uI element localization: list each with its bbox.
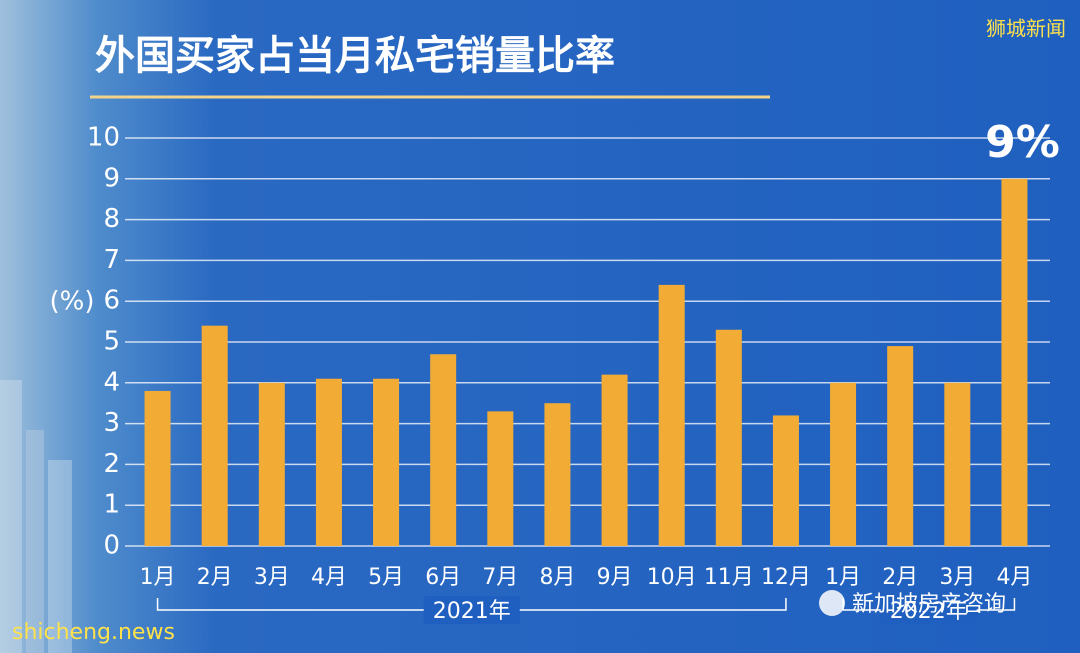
y-tick-label: 7 bbox=[103, 245, 120, 275]
bar bbox=[258, 382, 285, 546]
bar bbox=[1001, 178, 1028, 547]
watermark: shicheng.news bbox=[12, 620, 175, 645]
bar bbox=[487, 411, 514, 546]
x-tick-label: 1月 bbox=[825, 565, 861, 590]
y-tick-label: 5 bbox=[103, 327, 120, 357]
x-tick-label: 11月 bbox=[704, 565, 754, 590]
chart-title: 外国买家占当月私宅销量比率 bbox=[95, 33, 615, 79]
bar bbox=[772, 415, 799, 546]
bar bbox=[544, 403, 571, 546]
bar bbox=[658, 284, 685, 546]
x-tick-label: 3月 bbox=[254, 565, 290, 590]
bar bbox=[201, 325, 228, 546]
y-tick-label: 9 bbox=[103, 163, 120, 193]
bar bbox=[373, 378, 400, 546]
x-tick-label: 8月 bbox=[539, 565, 575, 590]
y-tick-label: 0 bbox=[103, 531, 120, 561]
bar bbox=[315, 378, 342, 546]
group-label-bg bbox=[423, 596, 520, 624]
bar bbox=[830, 382, 857, 546]
x-tick-label: 12月 bbox=[761, 565, 811, 590]
y-tick-label: 10 bbox=[87, 123, 120, 153]
y-axis-label: (%) bbox=[50, 287, 95, 317]
x-tick-label: 4月 bbox=[311, 565, 347, 590]
watermark: 狮城新闻 bbox=[986, 17, 1066, 41]
y-tick-label: 8 bbox=[103, 204, 120, 234]
group-label: 2021年 bbox=[433, 599, 511, 624]
wechat-icon bbox=[819, 590, 845, 616]
y-tick-label: 1 bbox=[103, 490, 120, 520]
watermark: 新加坡房产咨询 bbox=[852, 592, 1006, 617]
city-silhouette bbox=[0, 380, 72, 653]
y-tick-label: 6 bbox=[103, 286, 120, 316]
x-tick-label: 5月 bbox=[368, 565, 404, 590]
x-tick-label: 7月 bbox=[482, 565, 518, 590]
x-tick-label: 10月 bbox=[647, 565, 697, 590]
x-tick-label: 3月 bbox=[939, 565, 975, 590]
value-label: 9% bbox=[985, 117, 1060, 168]
x-tick-label: 9月 bbox=[597, 565, 633, 590]
bar bbox=[430, 354, 457, 546]
bar bbox=[144, 390, 171, 546]
x-tick-label: 6月 bbox=[425, 565, 461, 590]
group-label: 2022年 bbox=[890, 599, 968, 624]
bar bbox=[715, 329, 742, 546]
x-tick-label: 2月 bbox=[197, 565, 233, 590]
group-label-bg bbox=[880, 596, 977, 624]
bar bbox=[601, 374, 628, 546]
x-tick-label: 2月 bbox=[882, 565, 918, 590]
y-tick-label: 3 bbox=[103, 408, 120, 438]
y-tick-label: 2 bbox=[103, 449, 120, 479]
bar bbox=[944, 382, 971, 546]
x-tick-label: 1月 bbox=[140, 565, 176, 590]
y-tick-label: 4 bbox=[103, 367, 120, 397]
bar bbox=[887, 346, 914, 546]
x-tick-label: 4月 bbox=[996, 565, 1032, 590]
